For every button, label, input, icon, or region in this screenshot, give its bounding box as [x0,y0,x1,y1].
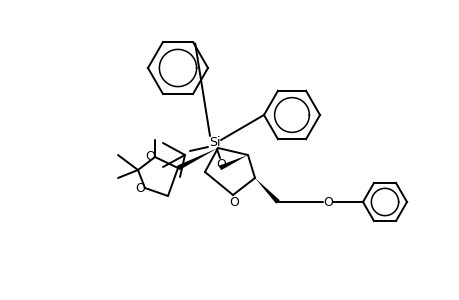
Polygon shape [218,155,247,170]
Text: O: O [229,196,238,208]
Text: Si: Si [209,136,220,148]
Text: O: O [322,196,332,208]
Text: O: O [135,182,145,196]
Polygon shape [254,178,279,204]
Polygon shape [177,148,218,170]
Text: O: O [216,158,225,172]
Text: O: O [145,149,155,163]
